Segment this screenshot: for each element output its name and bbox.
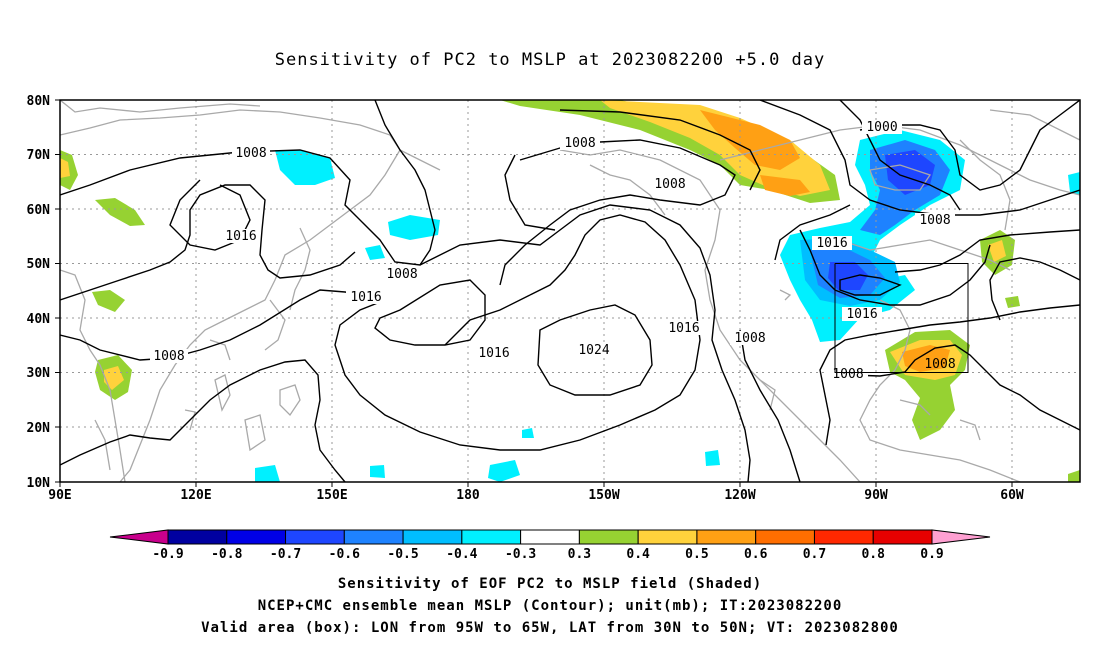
lat-label: 10N xyxy=(27,476,51,491)
lat-label: 70N xyxy=(27,148,51,163)
colorbar-tick-label: -0.3 xyxy=(505,547,536,562)
lat-label: 60N xyxy=(27,203,51,218)
axis-ticks xyxy=(55,99,1013,487)
colorbar-tick-label: 0.4 xyxy=(626,547,650,562)
colorbar-segment xyxy=(637,529,698,545)
lon-label: 150W xyxy=(588,488,619,503)
contour-label: 1016 xyxy=(350,290,381,305)
contour-label: 1016 xyxy=(816,236,847,251)
contour-label: 1016 xyxy=(225,229,256,244)
contour-label: 1008 xyxy=(386,267,417,282)
caption-valid-area: Valid area (box): LON from 95W to 65W, L… xyxy=(201,620,899,636)
colorbar-segment xyxy=(578,529,639,545)
colorbar-tick-label: 0.8 xyxy=(861,547,885,562)
contour-label: 1008 xyxy=(832,367,863,382)
lon-label: 120W xyxy=(724,488,755,503)
plot-frame xyxy=(59,99,1081,483)
colorbar-tick-label: 0.3 xyxy=(568,547,591,562)
positive-sensitivity-shading xyxy=(60,100,1080,482)
negative-sensitivity-shading xyxy=(255,130,1080,482)
contour-label: 1008 xyxy=(654,177,685,192)
lon-label: 60W xyxy=(1000,488,1024,503)
lat-label: 30N xyxy=(27,366,51,381)
graticule xyxy=(60,100,1080,482)
colorbar-segment xyxy=(755,529,815,545)
contour-label: 1008 xyxy=(734,331,765,346)
colorbar-segment xyxy=(461,529,522,545)
lon-label: 120E xyxy=(180,488,211,503)
lon-label: 90W xyxy=(864,488,888,503)
lat-labels: 80N 70N 60N 50N 40N 30N 20N 10N xyxy=(27,94,51,491)
colorbar-tick-label: -0.5 xyxy=(387,547,418,562)
valid-area-box xyxy=(834,263,969,373)
contour-label: 1008 xyxy=(919,213,950,228)
contour-label: 1008 xyxy=(235,146,266,161)
colorbar-segment xyxy=(872,529,933,545)
colorbar-tick-label: -0.9 xyxy=(152,547,183,562)
map-title: Sensitivity of PC2 to MSLP at 2023082200… xyxy=(274,50,826,70)
colorbar-segment xyxy=(167,529,228,545)
lon-label: 150E xyxy=(316,488,347,503)
contour-label: 1008 xyxy=(153,349,184,364)
contour-label: 1008 xyxy=(564,136,595,151)
contour-label: 1024 xyxy=(578,343,609,358)
colorbar-tick-label: 0.7 xyxy=(803,547,826,562)
lon-label: 90E xyxy=(48,488,71,503)
contour-labels-extra: 1008 xyxy=(924,357,955,372)
contour-label: 1016 xyxy=(478,346,509,361)
colorbar-segment xyxy=(343,529,404,545)
colorbar-arrow-max xyxy=(931,529,991,545)
contour-label: 1008 xyxy=(924,357,955,372)
colorbar-tick-label: 0.6 xyxy=(744,547,768,562)
contour-label: 1016 xyxy=(846,307,877,322)
lat-label: 50N xyxy=(27,257,51,272)
colorbar-tick-label: -0.7 xyxy=(270,547,301,562)
colorbar-tick-label: 0.5 xyxy=(685,547,708,562)
lon-label: 180 xyxy=(456,488,480,503)
lat-label: 20N xyxy=(27,421,51,436)
contour-labels: 1008 1016 1008 1008 1000 1008 1016 1008 … xyxy=(150,120,955,382)
colorbar-segment xyxy=(226,529,287,545)
colorbar-arrow-min xyxy=(109,529,169,545)
colorbar-tick-label: -0.4 xyxy=(446,547,477,562)
colorbar-segment xyxy=(402,529,463,545)
contour-label: 1016 xyxy=(668,321,699,336)
colorbar-tick-label: -0.8 xyxy=(211,547,242,562)
colorbar-tick-label: -0.6 xyxy=(329,547,360,562)
lat-label: 80N xyxy=(27,94,51,109)
lat-label: 40N xyxy=(27,312,51,327)
lon-labels: 90E 120E 150E 180 150W 120W 90W 60W xyxy=(48,488,1024,503)
caption-contour: NCEP+CMC ensemble mean MSLP (Contour); u… xyxy=(257,598,843,614)
colorbar-segment xyxy=(285,529,345,545)
contour-label: 1000 xyxy=(866,120,897,135)
colorbar-tick-label: 0.9 xyxy=(920,547,943,562)
caption-shading: Sensitivity of EOF PC2 to MSLP field (Sh… xyxy=(337,576,763,592)
mslp-contours xyxy=(60,100,1080,482)
colorbar-segment xyxy=(696,529,757,545)
coastlines xyxy=(60,100,1080,482)
colorbar-segment xyxy=(520,529,580,545)
colorbar-segment xyxy=(813,529,874,545)
colorbar: -0.9 -0.8 -0.7 -0.6 -0.5 -0.4 -0.3 0.3 0.4 0.5 0.6… xyxy=(109,529,991,562)
